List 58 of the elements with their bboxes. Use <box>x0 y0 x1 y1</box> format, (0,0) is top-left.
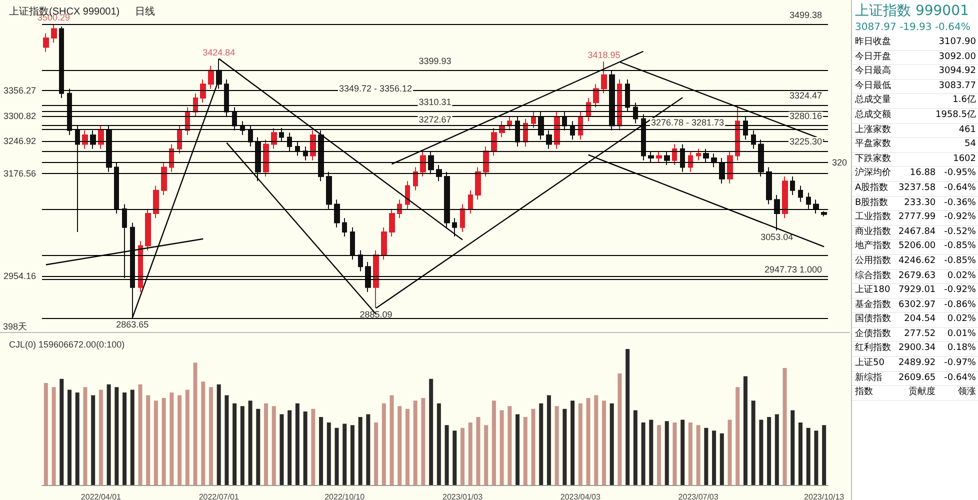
text: 工业指数 2777.99 -0.92% <box>855 211 976 225</box>
text: 公用指数 4246.62 -0.85% <box>855 254 976 268</box>
text: B股指数 233.30 -0.36% <box>855 198 976 208</box>
text: 3087.97 -19.93 -0.64% <box>854 22 972 35</box>
text: 上证180 7929.01 -0.92% <box>855 284 976 298</box>
text: 平盘家数 54 <box>855 139 976 150</box>
text: 国债指数 204.54 0.02% <box>855 314 976 324</box>
ref-line-label: 2947.73 1.000 <box>764 264 822 275</box>
ref-line-label: 3272.67 <box>418 114 452 125</box>
text: 沪深均价 16.88 -0.95% <box>855 168 976 178</box>
text: 今日开盘 3092.00 <box>855 52 976 62</box>
text: 红利指数 2900.34 0.18% <box>855 343 976 354</box>
text: 下跌家数 1602 <box>855 154 976 164</box>
x-tick-label: 2022/10/10 <box>324 492 366 500</box>
ref-line-label: 3399.93 <box>418 56 452 66</box>
x-tick-label: 2022/04/01 <box>80 492 122 500</box>
text: 总成交额 1958.5亿 <box>855 110 976 120</box>
x-tick-label: 2023/07/03 <box>678 492 719 500</box>
x-tick-label: 2022/07/01 <box>198 492 240 500</box>
text: 地产指数 5206.00 -0.85% <box>855 240 976 254</box>
x-tick-label: 2023/04/03 <box>560 492 601 500</box>
text: 商业指数 2467.84 -0.52% <box>855 226 976 240</box>
text: 总成交量 1.6亿 <box>855 95 976 106</box>
text: 指数 贡献度 领涨 <box>855 387 976 398</box>
annotation: 3276.78 - 3281.73 <box>651 118 724 128</box>
annotation: 2863.65 <box>116 320 149 330</box>
text: 今日最低 3083.77 <box>855 80 976 91</box>
text: 上证50 2489.92 -0.97% <box>855 358 976 368</box>
ref-line-label: 3176.56 <box>3 168 36 178</box>
ref-line-label: 3280.16 <box>789 111 822 122</box>
ref-line-label: 3310.31 <box>418 97 452 108</box>
text: 398天 <box>3 322 28 332</box>
text: 上证指数 999001 <box>854 2 970 21</box>
x-tick-label: 2023/01/03 <box>442 492 484 500</box>
annotation: 3424.84 <box>202 47 236 58</box>
text: 上涨家数 461 <box>855 124 976 135</box>
chart-subtitle: 日线 <box>135 6 155 18</box>
text: 新综指 2609.65 -0.64% <box>855 372 976 383</box>
ref-line-label: 3246.92 <box>3 136 36 146</box>
x-tick-label: 2023/10/13 <box>804 492 845 500</box>
ref-line-label: 2954.16 <box>3 271 36 282</box>
annotation: 3349.72 - 3356.12 <box>339 84 412 94</box>
ref-line-label: 3356.27 <box>3 86 36 96</box>
chart-title: CJL(0) 159606672.00(0:100) <box>9 340 125 350</box>
text: 综合指数 2679.63 0.02% <box>855 270 976 280</box>
annotation: 2885.09 <box>360 310 392 320</box>
text: 320 <box>832 158 848 168</box>
text: A股指数 3237.58 -0.64% <box>855 182 976 196</box>
text: 企债指数 277.52 0.01% <box>855 328 976 339</box>
text: 昨日收盘 3107.90 <box>855 37 976 47</box>
text: 基金指数 6302.97 -0.86% <box>855 298 976 312</box>
ref-line-label: 3225.30 <box>789 136 822 146</box>
text: 今日最高 3094.92 <box>855 66 976 76</box>
annotation: 3053.04 <box>760 232 794 242</box>
annotation: 3418.95 <box>588 50 620 60</box>
ref-line-label: 3499.38 <box>789 10 822 20</box>
ref-line-label: 3324.47 <box>789 90 822 101</box>
ref-line-label: 3300.82 <box>3 111 36 122</box>
